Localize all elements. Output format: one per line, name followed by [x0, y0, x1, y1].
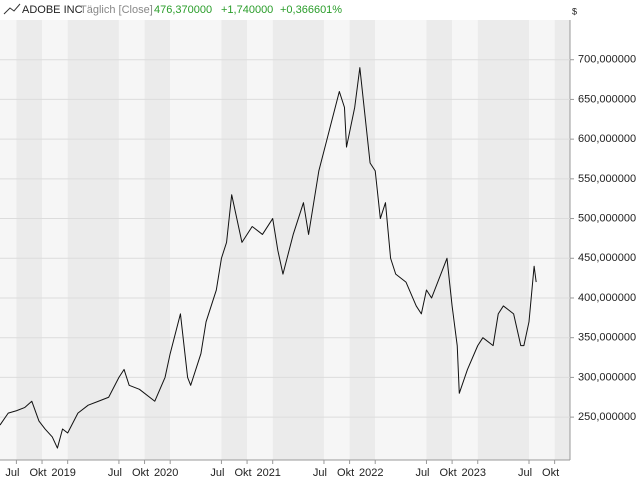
y-tick-label: 650,000000 — [578, 93, 636, 105]
quarter-band — [452, 20, 478, 460]
quarter-band — [477, 20, 529, 460]
quarter-band — [272, 20, 324, 460]
quarter-band — [0, 20, 17, 460]
y-tick-label: 350,000000 — [578, 332, 636, 344]
quarter-band — [16, 20, 43, 460]
y-tick-label: 450,000000 — [578, 252, 636, 264]
x-tick-label: Okt — [542, 467, 559, 479]
quarter-band — [426, 20, 453, 460]
x-tick-label: Jul — [415, 467, 429, 479]
quarter-band — [170, 20, 222, 460]
change: +1,740000 — [221, 4, 273, 16]
quarter-band — [375, 20, 427, 460]
x-tick-label: Okt — [337, 467, 354, 479]
change-percent: +0,366601% — [280, 4, 342, 16]
x-tick-label: Jul — [313, 467, 327, 479]
chart-subtitle: Täglich [Close] — [80, 4, 153, 16]
y-tick-label: 550,000000 — [578, 173, 636, 185]
quarter-band — [349, 20, 376, 460]
quarter-band — [554, 20, 570, 460]
x-tick-label: 2019 — [51, 467, 75, 479]
quarter-band — [42, 20, 68, 460]
x-tick-label: Okt — [440, 467, 457, 479]
x-tick-label: Jul — [108, 467, 122, 479]
y-tick-label: 250,000000 — [578, 411, 636, 423]
chart-title: ADOBE INC — [22, 4, 83, 16]
x-tick-label: 2020 — [154, 467, 178, 479]
x-tick-label: Okt — [29, 467, 46, 479]
x-tick-label: Okt — [235, 467, 252, 479]
x-tick-label: Okt — [132, 467, 149, 479]
quarter-band — [323, 20, 350, 460]
x-tick-label: 2021 — [256, 467, 280, 479]
x-tick-label: Jul — [518, 467, 532, 479]
price-line — [0, 67, 537, 449]
quarter-band — [144, 20, 171, 460]
currency: $ — [572, 6, 577, 16]
quarter-bands — [0, 20, 570, 460]
last-price: 476,370000 — [154, 4, 212, 16]
quarter-band — [528, 20, 555, 460]
quarter-band — [67, 20, 119, 460]
y-tick-label: 300,000000 — [578, 371, 636, 383]
quarter-band — [118, 20, 145, 460]
x-tick-label: 2022 — [359, 467, 383, 479]
quarter-band — [247, 20, 273, 460]
y-tick-label: 500,000000 — [578, 212, 636, 224]
x-tick-label: Jul — [5, 467, 19, 479]
quarter-band — [221, 20, 248, 460]
y-tick-label: 700,000000 — [578, 54, 636, 66]
y-tick-label: 400,000000 — [578, 292, 636, 304]
y-tick-label: 600,000000 — [578, 133, 636, 145]
x-tick-label: Jul — [210, 467, 224, 479]
x-tick-label: 2023 — [461, 467, 485, 479]
line-icon — [3, 3, 21, 15]
